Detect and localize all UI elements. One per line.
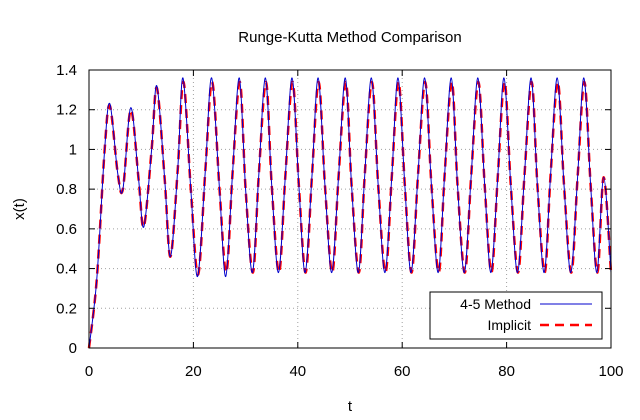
series-line-4-5-method — [88, 77, 612, 349]
x-tick-label: 0 — [85, 363, 93, 380]
x-tick-label: 60 — [394, 363, 411, 380]
legend-label-implicit: Implicit — [487, 317, 531, 333]
x-axis-label: t — [348, 398, 353, 415]
plot-frame — [88, 69, 612, 349]
y-tick-label: 0.2 — [56, 300, 77, 317]
legend-label-4-5-method: 4-5 Method — [460, 296, 531, 312]
axis-ticks: 0 20 40 60 80 100 0 0.2 0.4 0.6 0.8 1 1.2 1.4 — [56, 62, 623, 380]
y-axis-label: x(t) — [11, 198, 28, 220]
x-tick-label: 40 — [289, 363, 306, 380]
y-tick-label: 0.4 — [56, 261, 77, 278]
x-tick-label: 20 — [185, 363, 202, 380]
y-tick-label: 1.4 — [56, 62, 77, 79]
series-layer — [87, 77, 613, 349]
y-tick-label: 0.8 — [56, 181, 77, 198]
legend-box — [429, 291, 603, 340]
y-tick-label: 1 — [69, 141, 77, 158]
x-tick-label: 100 — [598, 363, 623, 380]
legend: 4-5 Method Implicit — [429, 291, 603, 340]
y-tick-label: 1.2 — [56, 102, 77, 119]
x-tick-label: 80 — [498, 363, 515, 380]
chart-title: Runge-Kutta Method Comparison — [238, 29, 461, 46]
y-tick-label: 0.6 — [56, 221, 77, 238]
y-tick-label: 0 — [69, 340, 77, 357]
